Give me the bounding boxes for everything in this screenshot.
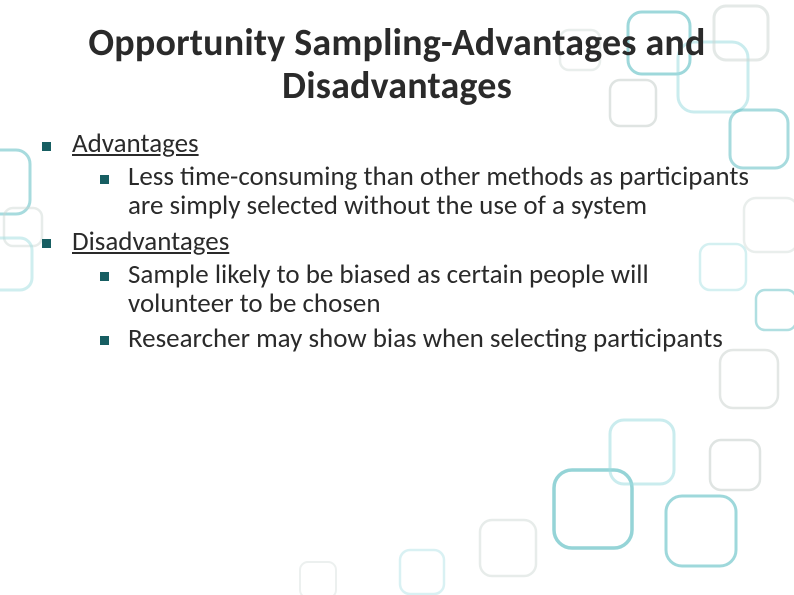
bullet-list: Advantages Less time-consuming than othe… [42,129,752,353]
section-label: Advantages [72,127,199,160]
sub-list: Sample likely to be biased as certain pe… [72,260,752,353]
slide: Opportunity Sampling-Advantages and Disa… [0,0,794,595]
sub-list: Less time-consuming than other methods a… [72,162,752,220]
list-item: Researcher may show bias when selecting … [92,324,752,353]
square-bullet-icon [42,142,51,151]
list-item: Sample likely to be biased as certain pe… [92,260,752,318]
list-item: Less time-consuming than other methods a… [92,162,752,220]
item-text: Sample likely to be biased as certain pe… [128,258,649,320]
square-bullet-icon [100,336,109,345]
list-item: Disadvantages Sample likely to be biased… [42,227,752,354]
item-text: Less time-consuming than other methods a… [128,160,749,222]
list-item: Advantages Less time-consuming than othe… [42,129,752,220]
section-label: Disadvantages [72,225,229,258]
square-bullet-icon [100,175,109,184]
square-bullet-icon [42,239,51,248]
slide-title: Opportunity Sampling-Advantages and Disa… [28,22,766,107]
item-text: Researcher may show bias when selecting … [128,322,723,355]
slide-content: Advantages Less time-consuming than othe… [28,129,766,353]
square-bullet-icon [100,272,109,281]
